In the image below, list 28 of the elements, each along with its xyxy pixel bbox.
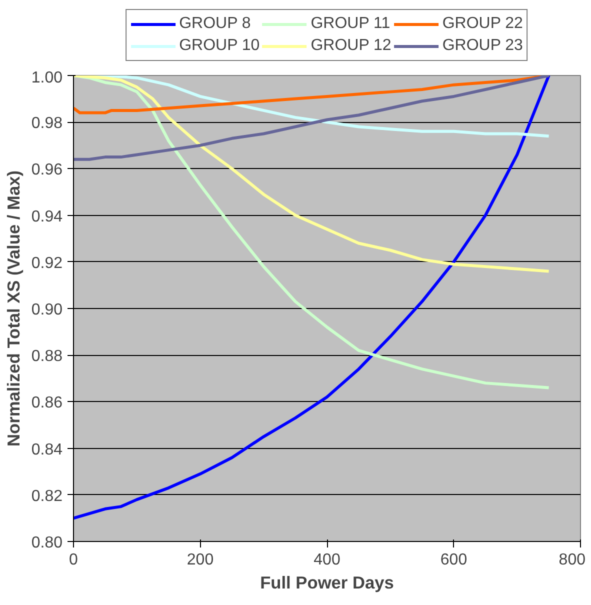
legend-label: GROUP 10 <box>179 37 260 55</box>
y-tick-label: 0.80 <box>31 534 63 552</box>
line-series <box>74 76 550 390</box>
y-tick-label: 0.84 <box>31 441 63 458</box>
line-series <box>74 76 550 520</box>
legend-label: GROUP 12 <box>310 37 392 55</box>
legend-label: GROUP 23 <box>442 37 523 55</box>
y-tick-label: 0.92 <box>31 254 63 272</box>
legend-label: GROUP 8 <box>179 15 251 33</box>
y-tick-label: 0.86 <box>31 394 63 412</box>
x-tick-label: 600 <box>440 552 468 568</box>
y-tick-label: 1.00 <box>31 70 63 86</box>
y-axis-title: Normalized Total XS (Value / Max) <box>3 170 24 447</box>
x-tick-label: 0 <box>69 552 78 568</box>
legend-label: GROUP 11 <box>310 15 390 33</box>
line-series <box>74 76 550 273</box>
legend-label: GROUP 22 <box>442 15 523 33</box>
y-tick-label: 0.98 <box>31 115 63 132</box>
y-tick-label: 0.96 <box>31 162 63 179</box>
x-tick-label: 800 <box>558 552 586 568</box>
y-tick-label: 0.82 <box>31 488 63 505</box>
x-axis-title: Full Power Days <box>260 572 394 592</box>
y-tick-label: 0.88 <box>31 348 63 366</box>
y-tick-label: 0.94 <box>31 208 63 226</box>
x-tick-label: 200 <box>186 552 214 568</box>
y-tick-label: 0.90 <box>31 302 63 318</box>
x-tick-label: 400 <box>314 552 340 568</box>
line-series <box>74 76 550 161</box>
